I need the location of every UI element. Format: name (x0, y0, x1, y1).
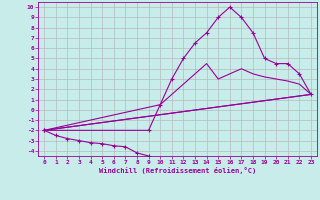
X-axis label: Windchill (Refroidissement éolien,°C): Windchill (Refroidissement éolien,°C) (99, 167, 256, 174)
